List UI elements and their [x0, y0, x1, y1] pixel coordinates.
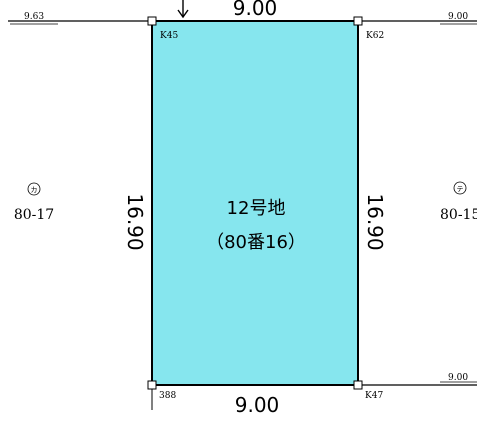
plot-number: （80番16） [206, 232, 306, 253]
corner-marker-bottom-right-icon [353, 380, 363, 390]
corner-label-bottom-left: 388 [159, 391, 176, 401]
left-neighbor-number: 80-17 [14, 207, 54, 223]
left-neighbor-symbol: カ [31, 186, 38, 194]
right-neighbor-symbol: テ [457, 185, 464, 193]
dimension-bottom: 9.00 [235, 393, 280, 417]
right-neighbor-number: 80-15 [440, 207, 477, 223]
left-neighbor-symbol-icon [27, 182, 41, 196]
edge-label-top-left: 9.63 [24, 12, 44, 22]
dimension-left: 16.90 [123, 193, 147, 250]
dimension-right: 16.90 [363, 193, 387, 250]
dimension-top: 9.00 [233, 0, 278, 20]
corner-label-top-right: K62 [366, 31, 384, 41]
direction-arrow-icon [177, 0, 189, 19]
plot-name: 12号地 [227, 198, 286, 219]
corner-label-bottom-right: K47 [365, 391, 383, 401]
corner-marker-top-right-icon [353, 16, 363, 26]
edge-label-top-right: 9.00 [448, 12, 468, 22]
edge-label-bottom-right: 9.00 [448, 373, 468, 383]
right-neighbor-symbol-icon [453, 181, 467, 195]
corner-marker-bottom-left-icon [147, 380, 157, 390]
corner-label-top-left: K45 [160, 31, 178, 41]
plot-area [151, 20, 359, 386]
corner-marker-top-left-icon [147, 16, 157, 26]
